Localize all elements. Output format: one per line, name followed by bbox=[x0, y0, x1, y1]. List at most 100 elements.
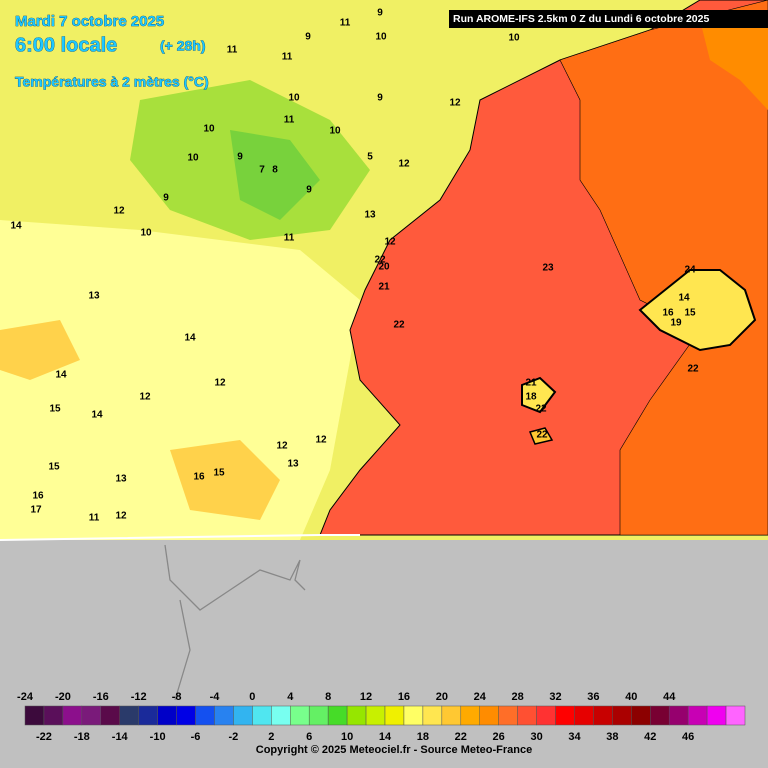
color-swatch bbox=[555, 705, 575, 726]
color-swatch bbox=[176, 705, 196, 726]
map-label: 12 bbox=[384, 237, 396, 248]
sea-warmest bbox=[700, 10, 768, 110]
legend-bottom-label: 18 bbox=[417, 731, 429, 743]
map-labels: 11 9 10 10 9 11 11 10 11 10 10 9 12 9 10 5 7 8 12 9 9 12 13 10 1… bbox=[10, 8, 699, 524]
legend-bottom-label: 2 bbox=[268, 731, 274, 743]
map-label: 12 bbox=[139, 392, 151, 403]
map-label: 21 bbox=[525, 378, 537, 389]
color-swatch bbox=[195, 705, 215, 726]
legend-top-label: 12 bbox=[360, 691, 372, 703]
color-swatch bbox=[100, 705, 120, 726]
map-label: 17 bbox=[30, 505, 42, 516]
copyright: Copyright © 2025 Meteociel.fr - Source M… bbox=[256, 744, 532, 756]
color-swatch bbox=[403, 705, 424, 726]
map-label: 8 bbox=[272, 165, 278, 176]
legend-bottom-label: -6 bbox=[191, 731, 201, 743]
map-label: 5 bbox=[367, 152, 373, 163]
legend-bottom-label: 26 bbox=[493, 731, 505, 743]
map-label: 10 bbox=[508, 33, 520, 44]
color-swatch bbox=[479, 705, 499, 726]
sea-warm bbox=[559, 0, 768, 536]
map-label: 13 bbox=[115, 474, 127, 485]
map-label: 11 bbox=[284, 115, 295, 126]
map-label: 9 bbox=[237, 152, 243, 163]
map-label: 11 bbox=[284, 233, 295, 244]
island-ibiza bbox=[521, 376, 557, 414]
color-swatch bbox=[517, 705, 537, 726]
map-label: 10 bbox=[329, 126, 341, 137]
legend-top-label: -20 bbox=[55, 691, 71, 703]
legend-top-label: 24 bbox=[474, 691, 487, 703]
color-swatch bbox=[327, 705, 348, 726]
color-swatch bbox=[384, 705, 405, 726]
legend-top-label: -24 bbox=[17, 691, 34, 703]
legend-bottom-label: -14 bbox=[112, 731, 129, 743]
color-swatch bbox=[441, 705, 462, 726]
land-mild bbox=[0, 220, 360, 540]
island-formentera bbox=[528, 427, 554, 445]
legend-top-label: 32 bbox=[549, 691, 561, 703]
legend-bottom-label: 14 bbox=[379, 731, 392, 743]
map-label: 10 bbox=[203, 124, 215, 135]
map-label: 14 bbox=[55, 370, 67, 381]
legend-bottom-label: -2 bbox=[229, 731, 239, 743]
legend-bottom-label: -22 bbox=[36, 731, 52, 743]
map-label: 16 bbox=[662, 308, 674, 319]
map-label: 12 bbox=[115, 511, 127, 522]
color-swatch bbox=[252, 705, 272, 726]
map-label: 11 bbox=[89, 513, 100, 524]
map-label: 9 bbox=[163, 193, 169, 204]
color-swatch bbox=[725, 705, 746, 726]
map-label: 13 bbox=[364, 210, 376, 221]
map-label: 13 bbox=[287, 459, 299, 470]
legend-top-label: -8 bbox=[172, 691, 182, 703]
map-label: 12 bbox=[315, 435, 327, 446]
map-label: 7 bbox=[259, 165, 265, 176]
map-label: 16 bbox=[32, 491, 44, 502]
map-label: 22 bbox=[374, 255, 386, 266]
legend-top-label: 0 bbox=[249, 691, 255, 703]
map-label: 14 bbox=[91, 410, 103, 421]
lead-time: (+ 28h) bbox=[160, 38, 206, 54]
legend-bottom-label: 46 bbox=[682, 731, 694, 743]
color-swatch bbox=[43, 705, 64, 726]
map-label: 18 bbox=[525, 392, 537, 403]
color-swatch bbox=[346, 705, 367, 726]
legend-top-label: 16 bbox=[398, 691, 410, 703]
color-swatch bbox=[706, 705, 727, 726]
color-swatch bbox=[157, 705, 177, 726]
map-label: 16 bbox=[193, 472, 205, 483]
map-label: 9 bbox=[306, 185, 312, 196]
color-swatch bbox=[62, 705, 83, 726]
color-swatch bbox=[498, 705, 518, 726]
legend-top-label: 40 bbox=[625, 691, 637, 703]
map-label: 12 bbox=[398, 159, 410, 170]
date: Mardi 7 octobre 2025 bbox=[15, 13, 164, 30]
color-swatch bbox=[650, 705, 670, 726]
map-label: 24 bbox=[684, 265, 696, 276]
color-swatch bbox=[631, 705, 651, 726]
map-label: 10 bbox=[375, 32, 387, 43]
legend-top-label: 44 bbox=[663, 691, 676, 703]
map-label: 15 bbox=[48, 462, 60, 473]
legend-bottom-label: 10 bbox=[341, 731, 353, 743]
map-label: 21 bbox=[378, 282, 390, 293]
map-label: 14 bbox=[678, 293, 690, 304]
map-label: 11 bbox=[282, 52, 293, 63]
color-swatch bbox=[138, 705, 158, 726]
legend-bottom-label: 22 bbox=[455, 731, 467, 743]
variable: Températures à 2 mètres (°C) bbox=[15, 74, 209, 90]
legend-bottom-label: 38 bbox=[606, 731, 618, 743]
map-label: 15 bbox=[684, 308, 696, 319]
map-label: 14 bbox=[184, 333, 196, 344]
map-label: 9 bbox=[377, 93, 383, 104]
color-swatch bbox=[668, 705, 689, 726]
legend-bottom-label: 42 bbox=[644, 731, 656, 743]
map-label: 19 bbox=[670, 318, 682, 329]
borders bbox=[164, 544, 306, 701]
map-label: 12 bbox=[449, 98, 461, 109]
map-label: 12 bbox=[276, 441, 288, 452]
color-swatch bbox=[687, 705, 708, 726]
legend-top-label: 36 bbox=[587, 691, 599, 703]
legend-top-label: -16 bbox=[93, 691, 109, 703]
